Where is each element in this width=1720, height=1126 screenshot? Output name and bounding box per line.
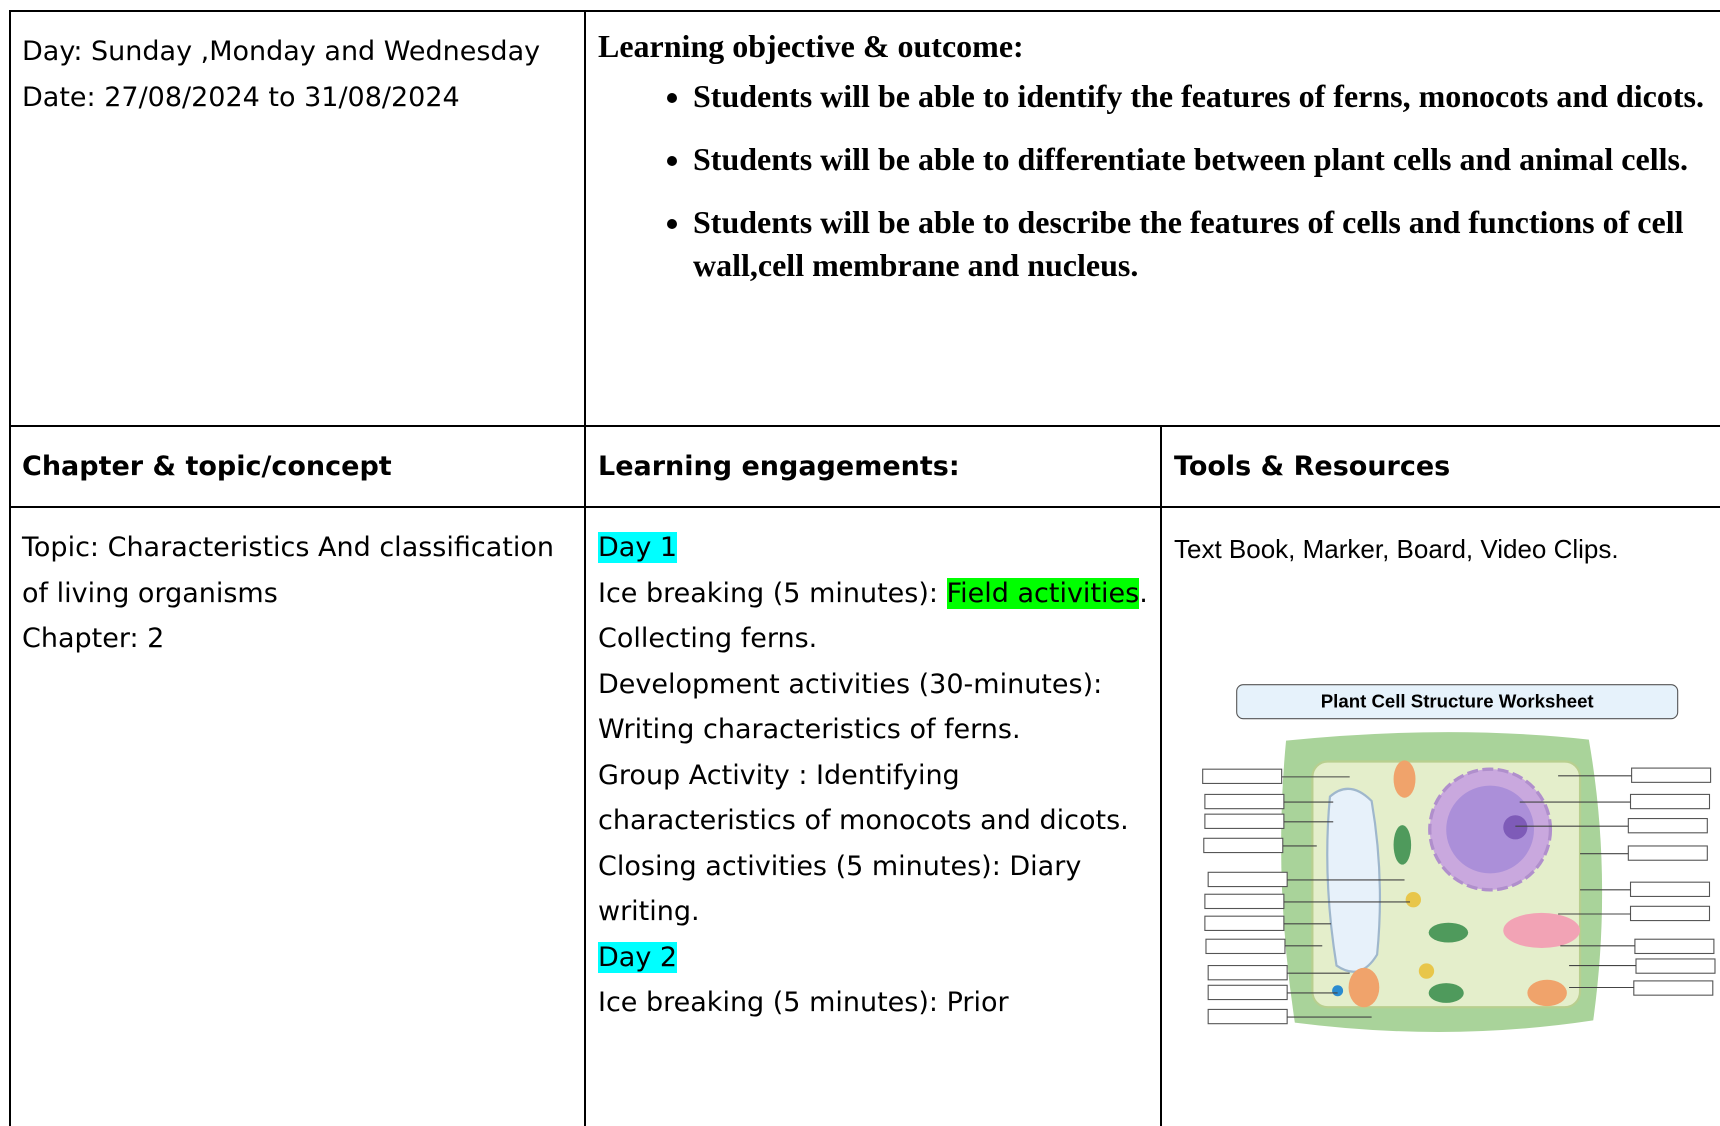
objectives: Learning objective & outcome: Students w… [598, 28, 1708, 307]
engagement-line: Development activities (30-minutes): Wri… [598, 662, 1153, 753]
chloroplast [1393, 825, 1412, 865]
engagement-line: Closing activities (5 minutes): Diary wr… [598, 844, 1153, 935]
text: Group Activity : Identifying characteris… [598, 759, 1129, 837]
nucleus [1446, 785, 1534, 874]
text: . Collecting ferns. [598, 577, 1148, 655]
chloroplast [1428, 983, 1464, 1003]
text: Ice breaking (5 minutes): [598, 577, 947, 609]
highlighted-text: Field activities [946, 577, 1140, 609]
text: Closing activities (5 minutes): Diary wr… [598, 850, 1082, 928]
label-boxes [1202, 767, 1716, 1025]
worksheet-title-box [1236, 684, 1679, 720]
vesicle [1405, 892, 1421, 908]
header: Tools & Resources [1174, 451, 1451, 482]
border [9, 425, 1720, 427]
engagement-line: Ice breaking (5 minutes): Prior [598, 980, 1153, 1026]
highlighted-text: Day 1 [598, 532, 678, 563]
topic-cell: Topic: Characteristics And classificatio… [22, 525, 567, 662]
topic: Topic: Characteristics And classificatio… [22, 532, 554, 609]
border [9, 10, 11, 1126]
label-leaders [1281, 775, 1637, 1018]
mitochondrion [1348, 967, 1380, 1008]
header: Learning engagements: [598, 451, 960, 482]
worksheet-title: Plant Cell Structure Worksheet [1321, 691, 1594, 712]
engagement-line: Day 2 [598, 935, 1153, 981]
border [584, 10, 586, 1126]
engagement-line: Group Activity : Identifying characteris… [598, 753, 1153, 844]
border [1160, 426, 1162, 1126]
engagement-line: Ice breaking (5 minutes): Field activiti… [598, 571, 1153, 662]
mitochondrion [1527, 979, 1567, 1007]
date: Date: 27/08/2024 to 31/08/2024 [22, 81, 460, 113]
chloroplast [1428, 922, 1469, 943]
day: Day: Sunday ,Monday and Wednesday [22, 36, 541, 67]
header: Chapter & topic/concept [22, 451, 392, 482]
engagements: Day 1 Ice breaking (5 minutes): Field act… [598, 525, 1153, 1026]
border [9, 506, 1720, 508]
vesicle [1332, 985, 1344, 997]
chapter: Chapter: 2 [22, 623, 165, 654]
engagement-line: Day 1 [598, 525, 1153, 571]
worksheet-image: Plant Cell Structure Worksheet [1202, 684, 1716, 1032]
objective: Students will be able to differentiate b… [693, 138, 1708, 181]
mitochondrion [1393, 760, 1416, 798]
objectives-heading: Learning objective & outcome: [598, 28, 1024, 64]
highlighted-text: Day 2 [598, 941, 678, 973]
text: Development activities (30-minutes): Wri… [598, 668, 1103, 746]
objective: Students will be able to identify the fe… [693, 75, 1708, 118]
tools: Text Book, Marker, Board, Video Clips. [1174, 534, 1619, 564]
border [9, 10, 1720, 12]
objective: Students will be able to describe the fe… [693, 201, 1708, 287]
golgi [1503, 912, 1581, 948]
vesicle [1418, 963, 1435, 979]
day-cell: Day: Sunday ,Monday and Wednesday Date: … [22, 29, 562, 120]
nucleolus [1503, 815, 1528, 840]
objectives-list: Students will be able to identify the fe… [598, 75, 1708, 287]
text: Ice breaking (5 minutes): Prior [598, 987, 1009, 1018]
